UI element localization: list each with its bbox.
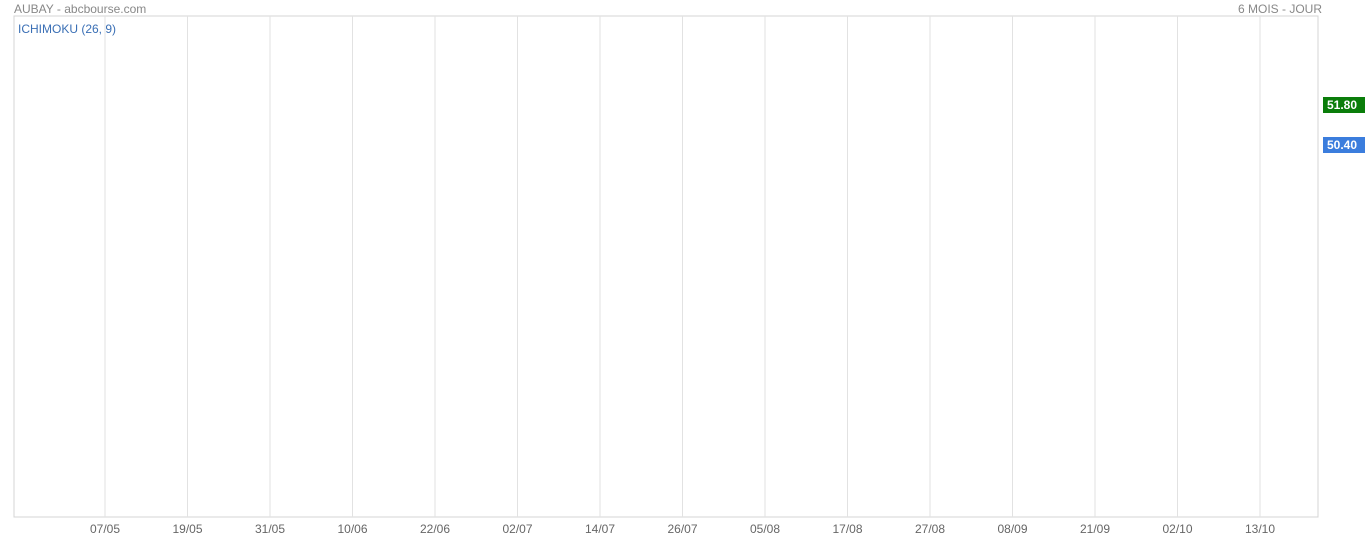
x-tick-label: 22/06: [420, 522, 450, 536]
x-tick-label: 14/07: [585, 522, 615, 536]
x-tick-label: 10/06: [337, 522, 367, 536]
x-tick-label: 07/05: [90, 522, 120, 536]
x-tick-label: 19/05: [172, 522, 202, 536]
x-tick-label: 17/08: [832, 522, 862, 536]
x-tick-label: 05/08: [750, 522, 780, 536]
x-tick-label: 08/09: [997, 522, 1027, 536]
x-tick-label: 21/09: [1080, 522, 1110, 536]
price-tag-last: 50.40: [1323, 137, 1365, 153]
x-tick-label: 02/10: [1162, 522, 1192, 536]
chart-grid: [13, 15, 1319, 518]
chart-title: AUBAY - abcbourse.com: [14, 2, 147, 16]
x-tick-label: 31/05: [255, 522, 285, 536]
indicator-label: ICHIMOKU (26, 9): [18, 22, 117, 36]
x-tick-label: 27/08: [915, 522, 945, 536]
x-tick-label: 02/07: [502, 522, 532, 536]
plot-frame: [13, 15, 1319, 518]
x-tick-label: 26/07: [667, 522, 697, 536]
x-tick-label: 13/10: [1245, 522, 1275, 536]
x-axis-labels: 07/05 19/05 31/05 10/06 22/06 02/07 14/07 26/07…: [90, 522, 1275, 536]
period-label: 6 MOIS - JOUR: [1237, 2, 1322, 16]
price-tag-high: 51.80: [1323, 97, 1365, 113]
